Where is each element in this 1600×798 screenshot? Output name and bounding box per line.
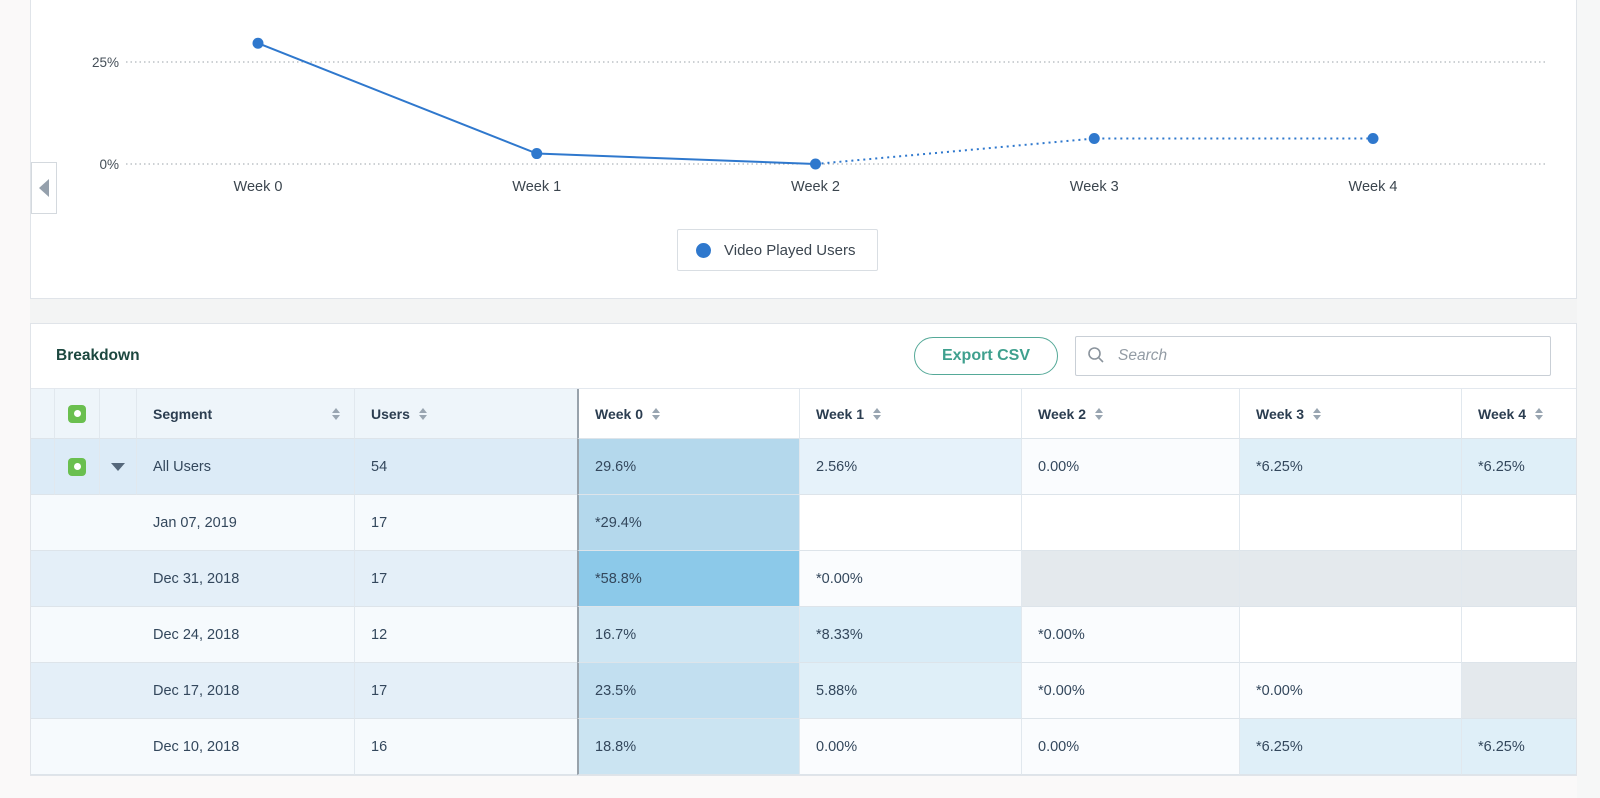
data-point[interactable] bbox=[1367, 133, 1379, 144]
users-cell: 17 bbox=[355, 663, 577, 719]
x-axis-label: Week 2 bbox=[791, 179, 840, 195]
week-cell: *6.25% bbox=[1462, 719, 1576, 775]
week-cell bbox=[1462, 551, 1576, 607]
sort-icon bbox=[1095, 407, 1103, 420]
x-axis-labels: Week 0 Week 1 Week 2 Week 3 Week 4 bbox=[234, 179, 1398, 195]
users-cell: 17 bbox=[355, 551, 577, 607]
series-checkbox-icon[interactable] bbox=[68, 457, 86, 476]
expand-caret-icon[interactable] bbox=[111, 462, 125, 471]
column-header-week3[interactable]: Week 3 bbox=[1240, 389, 1462, 439]
data-point[interactable] bbox=[810, 158, 821, 170]
week-cell: *58.8% bbox=[577, 551, 800, 607]
week-cell: *6.25% bbox=[1240, 719, 1462, 775]
week-cell bbox=[1462, 663, 1576, 719]
breakdown-panel: Breakdown Export CSV Segment bbox=[30, 323, 1577, 776]
data-point[interactable] bbox=[1088, 133, 1100, 144]
week-cell: *0.00% bbox=[800, 551, 1022, 607]
week-cell bbox=[800, 495, 1022, 551]
x-axis-label: Week 3 bbox=[1070, 179, 1119, 195]
week-cell: *0.00% bbox=[1240, 663, 1462, 719]
row-caret-cell bbox=[100, 439, 137, 495]
segment-cell: All Users bbox=[137, 439, 355, 495]
series-color-dot-icon bbox=[696, 242, 711, 258]
sort-icon bbox=[332, 407, 340, 420]
segment-cell: Dec 24, 2018 bbox=[31, 607, 355, 663]
segment-cell: Dec 31, 2018 bbox=[31, 551, 355, 607]
week-cell: *6.25% bbox=[1462, 439, 1576, 495]
sort-icon bbox=[1313, 407, 1321, 420]
x-axis-label: Week 1 bbox=[512, 179, 561, 195]
x-axis-label: Week 0 bbox=[234, 179, 283, 195]
chart-legend-item[interactable]: Video Played Users bbox=[677, 229, 879, 271]
sort-icon bbox=[873, 407, 881, 420]
segment-cell: Dec 17, 2018 bbox=[31, 663, 355, 719]
collapse-panel-button[interactable] bbox=[31, 162, 57, 214]
week-cell bbox=[1462, 495, 1576, 551]
breakdown-title: Breakdown bbox=[56, 347, 140, 364]
week-cell: 0.00% bbox=[800, 719, 1022, 775]
week-cell bbox=[1240, 607, 1462, 663]
sort-icon bbox=[1535, 407, 1543, 420]
header-spacer-cell bbox=[31, 389, 55, 439]
column-header-week4[interactable]: Week 4 bbox=[1462, 389, 1576, 439]
week-cell: 0.00% bbox=[1022, 439, 1240, 495]
week-cell bbox=[1240, 495, 1462, 551]
week-cell: *29.4% bbox=[577, 495, 800, 551]
users-cell: 17 bbox=[355, 495, 577, 551]
column-header-week0[interactable]: Week 0 bbox=[577, 389, 800, 439]
retention-line-chart: 25% 0% Week 0 Week 1 Week 2 Week 3 Week 4 bbox=[92, 37, 1546, 195]
week-cell: 5.88% bbox=[800, 663, 1022, 719]
column-header-week1[interactable]: Week 1 bbox=[800, 389, 1022, 439]
users-cell: 12 bbox=[355, 607, 577, 663]
data-point[interactable] bbox=[252, 37, 264, 49]
week-cell: *0.00% bbox=[1022, 663, 1240, 719]
panel-gap bbox=[30, 298, 1577, 323]
breakdown-table: Segment Users Week 0 Week 1 Week 2 Week … bbox=[31, 388, 1576, 775]
export-csv-button[interactable]: Export CSV bbox=[913, 337, 1058, 375]
chevron-left-icon bbox=[39, 179, 49, 197]
retention-chart-panel: 25% 0% Week 0 Week 1 Week 2 Week 3 Week 4 Vi… bbox=[30, 0, 1577, 299]
header-caret-cell bbox=[100, 389, 137, 439]
segment-cell: Jan 07, 2019 bbox=[31, 495, 355, 551]
row-spacer-cell bbox=[31, 439, 55, 495]
search-input[interactable] bbox=[1075, 336, 1551, 376]
week-cell: 29.6% bbox=[577, 439, 800, 495]
week-cell: 16.7% bbox=[577, 607, 800, 663]
sort-icon bbox=[652, 407, 660, 420]
users-cell: 54 bbox=[355, 439, 577, 495]
series-layer bbox=[252, 37, 1379, 170]
week-cell bbox=[1022, 495, 1240, 551]
y-tick-0: 0% bbox=[99, 157, 119, 172]
week-cell: *6.25% bbox=[1240, 439, 1462, 495]
sort-icon bbox=[418, 407, 427, 420]
y-tick-25: 25% bbox=[92, 55, 119, 70]
users-cell: 16 bbox=[355, 719, 577, 775]
week-cell bbox=[1462, 607, 1576, 663]
segment-cell: Dec 10, 2018 bbox=[31, 719, 355, 775]
select-all-checkbox-icon[interactable] bbox=[68, 404, 86, 423]
week-cell: 2.56% bbox=[800, 439, 1022, 495]
week-cell: *0.00% bbox=[1022, 607, 1240, 663]
week-cell: 0.00% bbox=[1022, 719, 1240, 775]
week-cell: 23.5% bbox=[577, 663, 800, 719]
search-icon bbox=[1088, 347, 1104, 363]
breakdown-header-bar: Breakdown Export CSV bbox=[31, 324, 1576, 388]
data-point[interactable] bbox=[531, 148, 543, 160]
x-axis-label: Week 4 bbox=[1349, 179, 1398, 195]
week-cell bbox=[1022, 551, 1240, 607]
week-cell: *8.33% bbox=[800, 607, 1022, 663]
search-box bbox=[1075, 336, 1551, 376]
page-right-gutter bbox=[1577, 0, 1600, 798]
week-cell: 18.8% bbox=[577, 719, 800, 775]
week-cell bbox=[1240, 551, 1462, 607]
column-header-segment[interactable]: Segment bbox=[137, 389, 355, 439]
column-header-week2[interactable]: Week 2 bbox=[1022, 389, 1240, 439]
header-checkbox-cell bbox=[55, 389, 100, 439]
column-header-users[interactable]: Users bbox=[355, 389, 577, 439]
row-checkbox-cell bbox=[55, 439, 100, 495]
legend-label: Video Played Users bbox=[724, 241, 856, 259]
